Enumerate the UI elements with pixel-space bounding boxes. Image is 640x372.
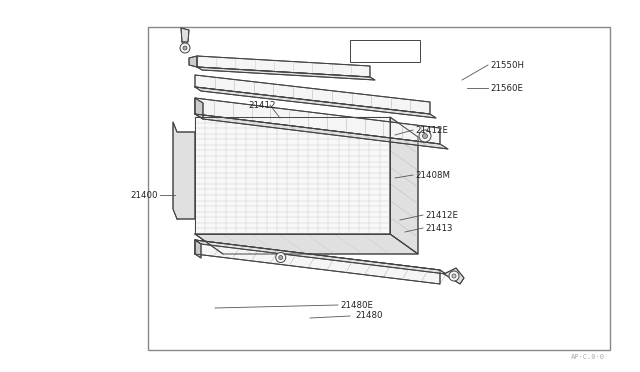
Circle shape — [449, 271, 459, 281]
Polygon shape — [189, 56, 197, 67]
Polygon shape — [195, 240, 446, 274]
Circle shape — [276, 253, 285, 263]
Polygon shape — [197, 56, 370, 77]
Polygon shape — [173, 122, 195, 219]
Polygon shape — [195, 240, 440, 284]
Circle shape — [422, 134, 428, 138]
Text: 21412E: 21412E — [425, 211, 458, 219]
Polygon shape — [195, 98, 203, 119]
Circle shape — [279, 256, 283, 260]
Bar — [350, 40, 420, 62]
Text: 21408M: 21408M — [415, 170, 450, 180]
Polygon shape — [195, 114, 448, 149]
Text: 21413: 21413 — [425, 224, 452, 232]
Text: 21400: 21400 — [131, 190, 158, 199]
Polygon shape — [195, 98, 440, 144]
Polygon shape — [390, 117, 418, 254]
Text: 21412E: 21412E — [415, 125, 448, 135]
Text: AP·C.0·0: AP·C.0·0 — [571, 354, 605, 360]
Polygon shape — [195, 87, 436, 118]
Polygon shape — [195, 117, 390, 234]
Circle shape — [419, 130, 431, 142]
Bar — [148, 27, 610, 350]
Polygon shape — [197, 67, 375, 80]
Text: 21560E: 21560E — [490, 83, 523, 93]
Polygon shape — [195, 234, 418, 254]
Polygon shape — [195, 240, 201, 258]
Text: 21480E: 21480E — [340, 301, 373, 310]
Text: 21480: 21480 — [355, 311, 383, 321]
Circle shape — [452, 274, 456, 278]
Polygon shape — [195, 75, 430, 114]
Polygon shape — [444, 268, 464, 284]
Circle shape — [183, 46, 187, 50]
Polygon shape — [181, 28, 189, 42]
Text: 21550H: 21550H — [490, 61, 524, 70]
Circle shape — [180, 43, 190, 53]
Text: 21412: 21412 — [248, 100, 275, 109]
